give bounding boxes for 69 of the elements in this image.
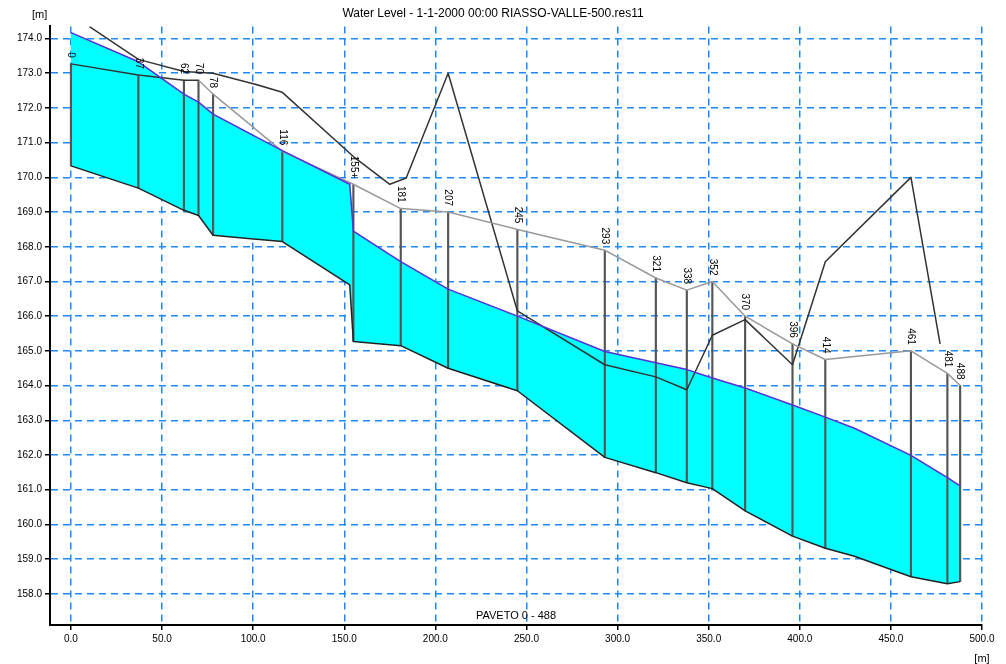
y-tick-label: 165.0	[16, 344, 43, 356]
y-tick-label: 163.0	[16, 414, 43, 426]
y-tick-label: 170.0	[16, 171, 43, 183]
y-tick-label: 162.0	[16, 448, 43, 460]
y-tick-label: 166.0	[16, 309, 43, 321]
y-tick-label: 168.0	[16, 240, 43, 252]
annotation: 396	[787, 321, 799, 339]
annotation: 116	[277, 129, 289, 146]
bar	[212, 93, 215, 236]
annotation: 293	[600, 227, 612, 245]
y-tick-label: 173.0	[16, 67, 43, 78]
x-tick-label: 500.0	[969, 632, 995, 644]
bar	[281, 151, 284, 242]
bar	[137, 74, 140, 189]
annotation: 181	[396, 185, 407, 204]
x-tick-label: 250.0	[513, 632, 540, 644]
y-tick-label: 167.0	[16, 275, 43, 287]
annotation: 0	[66, 52, 78, 59]
bar	[909, 350, 913, 578]
x-tick-label: 0.0	[64, 632, 79, 644]
bar	[182, 79, 185, 211]
bar	[603, 249, 606, 458]
y-tick-label: 172.0	[16, 101, 43, 113]
x-tick-label: 350.0	[696, 632, 722, 644]
bar	[447, 211, 450, 369]
annotation: 488	[955, 362, 967, 380]
x-tick-label: 200.0	[422, 632, 449, 644]
annotation: 155+	[348, 155, 360, 179]
x-tick-label: 150.0	[331, 632, 358, 644]
x-tick-label: 400.0	[787, 632, 813, 644]
annotation: PAVETO 0 - 488	[475, 608, 557, 621]
y-tick-label: 161.0	[16, 483, 43, 495]
bar	[959, 385, 962, 582]
x-tick-label: 50.0	[152, 632, 173, 644]
y-tick-label: 174.0	[16, 32, 43, 44]
x-tick-label: 300.0	[605, 632, 631, 644]
y-tick-label: 164.0	[16, 379, 43, 391]
annotation: 352	[707, 258, 719, 276]
y-tick-label: 171.0	[16, 136, 43, 148]
y-tick-label: 159.0	[16, 552, 43, 564]
bar	[399, 208, 402, 346]
x-tick-label: 100.0	[240, 632, 267, 644]
annotation: 481	[942, 350, 954, 368]
bar	[654, 277, 657, 473]
annotation: 78	[208, 76, 220, 89]
bar	[69, 63, 73, 167]
annotation: 414	[820, 336, 832, 354]
y-tick-label: 158.0	[16, 587, 43, 599]
bar	[197, 79, 200, 216]
annotation: 321	[651, 255, 663, 273]
bar	[791, 343, 794, 537]
annotation: 207	[443, 189, 455, 207]
y-tick-label: 160.0	[16, 518, 43, 530]
bar	[824, 359, 827, 549]
annotation: 338	[682, 267, 694, 285]
y-tick-label: 169.0	[16, 205, 43, 217]
annotation: 37	[133, 57, 145, 70]
chart-title: Water Level - 1-1-2000 00:00 RIASSO-VALLE-500.res11	[342, 5, 644, 20]
y-axis-title: [m]	[32, 7, 48, 20]
x-tick-label: 450.0	[878, 632, 904, 644]
bar	[744, 315, 747, 512]
x-axis-title: [m]	[974, 651, 990, 664]
bar	[685, 289, 688, 484]
annotation: 70	[193, 63, 205, 75]
annotation: 245	[512, 206, 524, 224]
annotation: 370	[740, 293, 752, 311]
annotation: 461	[906, 328, 918, 346]
bar	[946, 373, 949, 585]
annotation: 62	[179, 63, 191, 75]
